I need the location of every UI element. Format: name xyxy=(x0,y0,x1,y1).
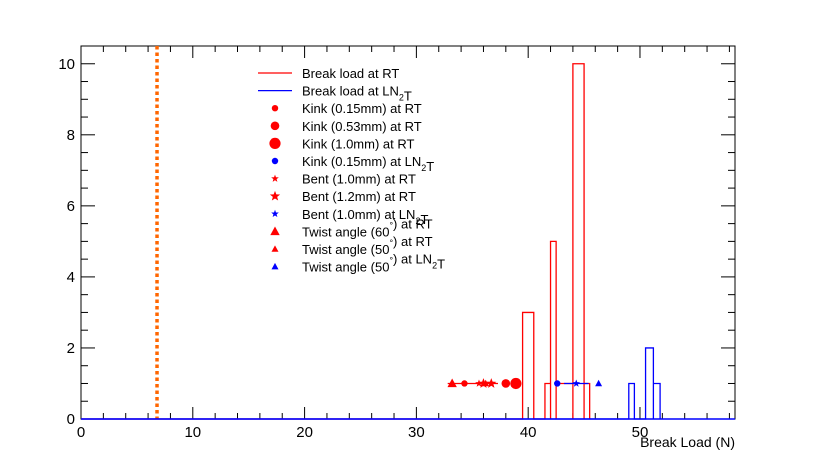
legend-label: Kink (1.0mm) at RT xyxy=(302,136,415,151)
legend-entry: Kink (0.53mm) at RT xyxy=(270,119,422,134)
histogram-break-load-at-ln2t xyxy=(81,347,661,420)
legend-label: Break load at LN2T xyxy=(302,84,412,104)
x-tick-label: 40 xyxy=(520,424,537,441)
legend-entry: Twist angle (50°) at RT xyxy=(271,234,433,257)
x-tick-label: 20 xyxy=(296,424,313,441)
triangle-marker xyxy=(482,379,490,387)
legend-label: Break load at RT xyxy=(302,66,399,81)
triangle-marker xyxy=(595,379,603,387)
circle-marker xyxy=(501,379,511,388)
star-marker xyxy=(572,379,581,387)
x-tick-label: 10 xyxy=(184,424,201,441)
legend-entry: Kink (0.15mm) at RT xyxy=(271,101,422,116)
legend-label: Bent (1.0mm) at RT xyxy=(302,172,416,187)
triangle-marker xyxy=(447,378,457,388)
y-tick-label: 4 xyxy=(67,269,75,286)
legend-entry: Break load at LN2T xyxy=(258,84,412,104)
legend-star-swatch xyxy=(271,174,279,182)
data-markers xyxy=(447,377,603,390)
legend-entry: Bent (1.2mm) at RT xyxy=(269,189,416,204)
star-marker xyxy=(475,379,483,387)
x-tick-label: 50 xyxy=(632,424,649,441)
legend-entry: Kink (0.15mm) at LN2T xyxy=(271,154,434,174)
x-tick-label: 0 xyxy=(77,424,85,441)
y-tick-label: 10 xyxy=(58,56,75,73)
circle-marker xyxy=(461,380,468,387)
legend-label: Bent (1.2mm) at RT xyxy=(302,189,416,204)
legend-label: Twist angle (50°) at LN2T xyxy=(302,252,445,275)
circle-marker xyxy=(510,377,522,390)
legend-circle-swatch xyxy=(271,105,279,112)
star-marker xyxy=(478,378,489,388)
legend-circle-swatch xyxy=(269,137,281,149)
circle-marker xyxy=(554,380,561,387)
y-tick-label: 6 xyxy=(67,198,75,215)
legend-triangle-swatch xyxy=(270,226,280,236)
legend-label: Kink (0.53mm) at RT xyxy=(302,119,422,134)
y-tick-label: 0 xyxy=(67,411,75,428)
legend-entry: Twist angle (50°) at LN2T xyxy=(271,252,445,275)
legend-triangle-swatch xyxy=(271,245,279,252)
x-tick-label: 30 xyxy=(408,424,425,441)
legend-entry: Break load at RT xyxy=(258,66,399,81)
legend-entry: Twist angle (60°) at RT xyxy=(270,216,433,239)
star-marker xyxy=(486,378,497,388)
legend-label: Bent (1.0mm) at LN2T xyxy=(302,207,428,227)
legend-label: Twist angle (50°) at RT xyxy=(302,234,433,257)
histogram-series xyxy=(81,63,735,420)
axis-tick-labels: 0 10 20 30 40 50 0 2 4 6 8 10 xyxy=(58,56,648,441)
legend-circle-swatch xyxy=(271,157,279,165)
legend-triangle-swatch xyxy=(271,262,279,270)
y-tick-label: 8 xyxy=(67,127,75,144)
legend-label: Kink (0.15mm) at LN2T xyxy=(302,154,434,174)
legend-star-swatch xyxy=(269,190,281,201)
legend-circle-swatch xyxy=(270,121,280,131)
legend-entry: Bent (1.0mm) at RT xyxy=(271,172,416,187)
legend-star-swatch xyxy=(271,209,279,218)
histogram-break-load-at-rt xyxy=(81,63,591,420)
legend-label: Twist angle (60°) at RT xyxy=(302,216,433,239)
axis-ticks xyxy=(80,45,735,420)
legend-entry: Bent (1.0mm) at LN2T xyxy=(271,207,428,227)
y-tick-label: 2 xyxy=(67,340,75,357)
legend-label: Kink (0.15mm) at RT xyxy=(302,101,422,116)
legend-entry: Kink (1.0mm) at RT xyxy=(269,136,415,151)
x-axis-label: Break Load (N) xyxy=(640,434,735,450)
